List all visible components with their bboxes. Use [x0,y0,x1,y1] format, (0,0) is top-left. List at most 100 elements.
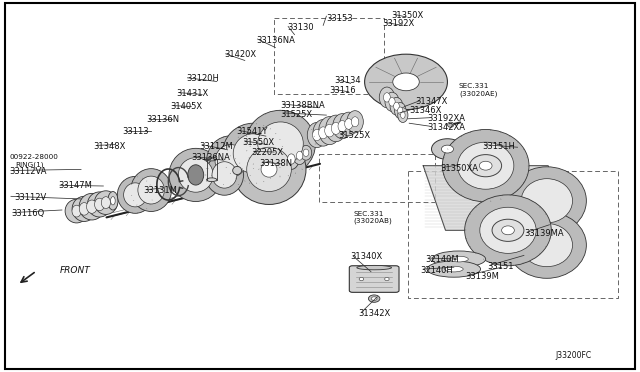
Ellipse shape [95,191,117,214]
Ellipse shape [347,111,364,133]
Ellipse shape [397,108,408,122]
Ellipse shape [326,115,346,142]
Text: 32140M: 32140M [426,254,460,264]
Ellipse shape [88,192,111,217]
Ellipse shape [371,297,377,301]
Text: 33151: 33151 [487,262,513,271]
Text: 33147M: 33147M [59,182,93,190]
Text: 31350XA: 31350XA [440,164,478,173]
Ellipse shape [431,139,463,160]
Text: J33200FC: J33200FC [556,351,592,360]
Ellipse shape [394,102,399,110]
Ellipse shape [233,134,273,173]
Text: 32205X: 32205X [251,148,284,157]
Ellipse shape [385,278,389,281]
Ellipse shape [345,119,353,129]
Ellipse shape [447,122,454,127]
Text: 33116: 33116 [330,86,356,95]
Text: 33112VA: 33112VA [9,167,47,176]
Ellipse shape [284,149,299,169]
Ellipse shape [117,176,153,213]
Ellipse shape [296,151,303,160]
Ellipse shape [79,203,89,215]
Text: 31340X: 31340X [351,252,383,262]
Text: 31550X: 31550X [243,138,275,147]
Ellipse shape [207,178,217,182]
Ellipse shape [502,226,515,235]
Ellipse shape [223,123,284,184]
Ellipse shape [300,145,312,160]
Text: 31342X: 31342X [358,309,390,318]
Ellipse shape [205,155,244,195]
Text: 33139M: 33139M [465,272,499,281]
Ellipse shape [369,295,380,302]
Ellipse shape [492,219,524,241]
Ellipse shape [521,224,573,267]
Ellipse shape [351,117,359,127]
Ellipse shape [365,54,447,110]
Text: RING(1): RING(1) [15,161,44,168]
Ellipse shape [338,121,347,132]
Ellipse shape [394,103,406,119]
Text: 33113: 33113 [122,127,149,136]
Text: 31347X: 31347X [415,97,448,106]
Ellipse shape [432,251,486,267]
Ellipse shape [397,107,403,114]
FancyBboxPatch shape [349,266,399,292]
Ellipse shape [246,110,316,177]
Text: 33138N: 33138N [259,158,292,168]
Ellipse shape [287,154,295,164]
Text: FRONT: FRONT [60,266,91,275]
Ellipse shape [86,200,97,213]
Ellipse shape [138,176,164,204]
Text: 31348X: 31348X [94,142,126,151]
Ellipse shape [479,161,492,170]
Text: 31405X: 31405X [170,102,202,111]
Ellipse shape [188,165,204,185]
Ellipse shape [233,166,242,174]
Ellipse shape [521,179,573,223]
Ellipse shape [442,145,454,153]
Ellipse shape [444,266,463,272]
Ellipse shape [385,92,399,112]
Ellipse shape [390,97,403,115]
Ellipse shape [357,265,392,270]
Ellipse shape [427,261,481,277]
Text: 33139MA: 33139MA [524,229,564,238]
Ellipse shape [393,73,419,91]
Ellipse shape [258,122,303,165]
Text: 33112M: 33112M [199,142,233,151]
Ellipse shape [480,207,536,253]
Text: 33192XA: 33192XA [427,114,465,123]
Text: 33112V: 33112V [14,193,46,202]
Ellipse shape [303,149,309,157]
Ellipse shape [232,134,306,205]
Text: 33151H: 33151H [483,142,515,151]
Text: 33134: 33134 [334,76,361,85]
Text: 31525X: 31525X [280,109,312,119]
Ellipse shape [508,212,586,278]
Ellipse shape [72,196,97,221]
Text: 00922-28000: 00922-28000 [9,154,58,160]
Ellipse shape [111,197,115,205]
Ellipse shape [108,192,118,210]
Text: 33136NA: 33136NA [256,36,295,45]
Ellipse shape [79,193,104,220]
Text: 33120H: 33120H [186,74,219,83]
Text: 33116Q: 33116Q [11,209,44,218]
Ellipse shape [101,197,111,209]
Ellipse shape [380,87,394,108]
Text: 31346X: 31346X [409,106,442,115]
Ellipse shape [324,124,335,137]
Ellipse shape [179,158,213,192]
Ellipse shape [465,195,551,266]
Ellipse shape [65,199,88,223]
Text: 33153: 33153 [326,13,353,22]
Ellipse shape [215,145,246,177]
Polygon shape [423,166,570,230]
Ellipse shape [95,198,104,211]
Ellipse shape [212,162,237,188]
Ellipse shape [313,119,333,146]
Text: 31525X: 31525X [338,131,370,140]
Ellipse shape [340,112,358,136]
